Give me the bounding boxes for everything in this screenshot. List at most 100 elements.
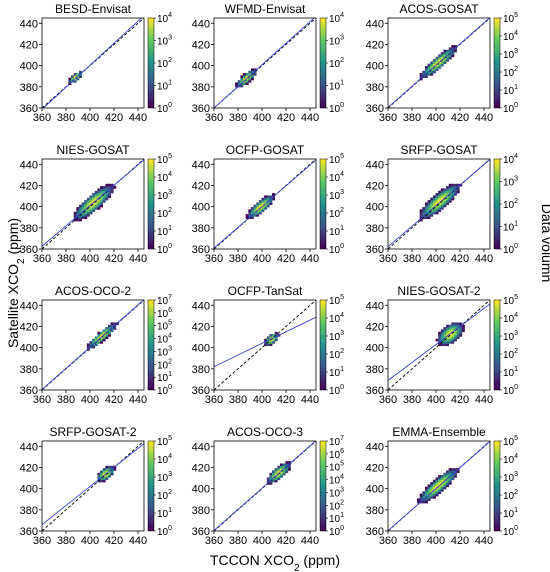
density-cell <box>448 479 452 483</box>
density-cell <box>454 475 457 478</box>
density-cell <box>78 216 82 220</box>
density-cell <box>438 489 442 492</box>
density-cell <box>78 211 82 215</box>
density-cell <box>448 54 452 58</box>
density-cell <box>454 468 457 471</box>
colorbar-tick-exponent: 5 <box>340 153 344 160</box>
density-cell <box>86 204 90 208</box>
y-tick-label: 400 <box>192 484 210 496</box>
y-tick-label: 360 <box>192 526 210 538</box>
density-cell <box>438 54 442 58</box>
density-cell <box>108 475 111 478</box>
density-cell <box>432 491 436 495</box>
density-cell <box>443 343 447 347</box>
colorbar-tick-exponent: 4 <box>168 12 172 19</box>
colorbar-tick-base: 10 <box>329 155 341 166</box>
density-cell <box>243 75 246 79</box>
y-tick-label: 400 <box>192 343 210 355</box>
density-cell <box>86 209 90 213</box>
colorbar-tick-base: 10 <box>157 104 169 115</box>
y-axis-label-unit: (ppm) <box>5 218 21 258</box>
density-cell <box>422 209 426 213</box>
density-cell <box>448 482 452 485</box>
density-cell <box>430 63 434 67</box>
density-cell <box>100 200 104 203</box>
colorbar-tick-exponent: 1 <box>168 507 172 514</box>
density-cell <box>250 211 254 215</box>
density-cell <box>76 218 80 222</box>
density-cell <box>86 211 90 215</box>
density-cell <box>105 477 109 481</box>
colorbar-tick-exponent: 1 <box>514 84 518 91</box>
density-cell <box>73 75 77 79</box>
colorbar-tick-label: 100 <box>329 243 344 256</box>
density-cell <box>113 322 117 326</box>
density-cell <box>448 200 452 203</box>
colorbar <box>147 299 155 391</box>
density-cell <box>427 498 431 502</box>
x-tick-label: 420 <box>105 394 123 406</box>
density-cell <box>73 214 77 217</box>
density-cell <box>102 195 106 199</box>
density-cell <box>440 202 444 206</box>
colorbar-tick-exponent: 3 <box>168 35 172 42</box>
density-cell <box>248 73 252 76</box>
density-cell <box>448 338 452 342</box>
y-tick-label: 440 <box>192 441 210 453</box>
colorbar-tick-label: 100 <box>157 102 172 115</box>
density-cell <box>73 73 77 76</box>
panel-title: ACOS-OCO-2 <box>55 284 131 298</box>
density-cell <box>100 338 104 342</box>
density-cell <box>430 66 434 69</box>
colorbar-tick-exponent: 0 <box>168 384 172 391</box>
colorbar-tick-exponent: 0 <box>340 525 344 532</box>
density-cell <box>256 204 260 208</box>
y-tick-label: 360 <box>366 103 384 115</box>
density-cell <box>438 482 442 485</box>
colorbar-tick-label: 105 <box>157 320 172 333</box>
x-tick-label: 380 <box>403 394 421 406</box>
colorbar-tick-exponent: 2 <box>168 489 172 496</box>
density-cell <box>440 63 444 67</box>
density-cell <box>92 207 96 210</box>
colorbar-tick-exponent: 2 <box>514 348 518 355</box>
density-cell <box>427 211 431 215</box>
x-tick-label: 400 <box>253 112 271 124</box>
y-tick-label: 360 <box>192 385 210 397</box>
colorbar-tick-exponent: 3 <box>514 48 518 55</box>
colorbar-tick-exponent: 4 <box>340 474 344 481</box>
colorbar-tick-base: 10 <box>157 191 169 202</box>
colorbar-tick-label: 102 <box>157 358 172 371</box>
density-cell <box>86 214 90 217</box>
colorbar-tick-exponent: 1 <box>340 225 344 232</box>
y-tick-label: 400 <box>20 202 38 214</box>
colorbar-tick-base: 10 <box>503 368 515 379</box>
density-cell <box>443 477 447 481</box>
density-cell <box>108 327 111 330</box>
colorbar-tick-base: 10 <box>329 488 341 499</box>
colorbar-tick-exponent: 4 <box>340 312 344 319</box>
colorbar-tick-exponent: 0 <box>514 525 518 532</box>
density-cell <box>97 334 101 337</box>
x-tick-label: 400 <box>427 253 445 265</box>
density-cell <box>274 331 278 335</box>
colorbar-tick-exponent: 4 <box>340 171 344 178</box>
colorbar-tick-base: 10 <box>329 227 341 238</box>
x-tick-label: 420 <box>105 253 123 265</box>
density-cell <box>92 200 96 203</box>
colorbar-tick-base: 10 <box>157 82 169 93</box>
density-cell <box>438 207 442 210</box>
colorbar-tick-exponent: 7 <box>340 435 344 442</box>
density-cell <box>424 66 428 69</box>
colorbar-tick-exponent: 2 <box>340 348 344 355</box>
colorbar-tick-base: 10 <box>329 350 341 361</box>
density-cell <box>253 207 257 210</box>
density-cell <box>430 207 434 210</box>
density-cell <box>108 468 111 471</box>
colorbar-tick-label: 100 <box>329 102 344 115</box>
colorbar-tick-label: 102 <box>503 348 518 361</box>
colorbar-tick-label: 102 <box>503 489 518 502</box>
density-cell <box>438 341 442 344</box>
density-cell <box>438 209 442 213</box>
